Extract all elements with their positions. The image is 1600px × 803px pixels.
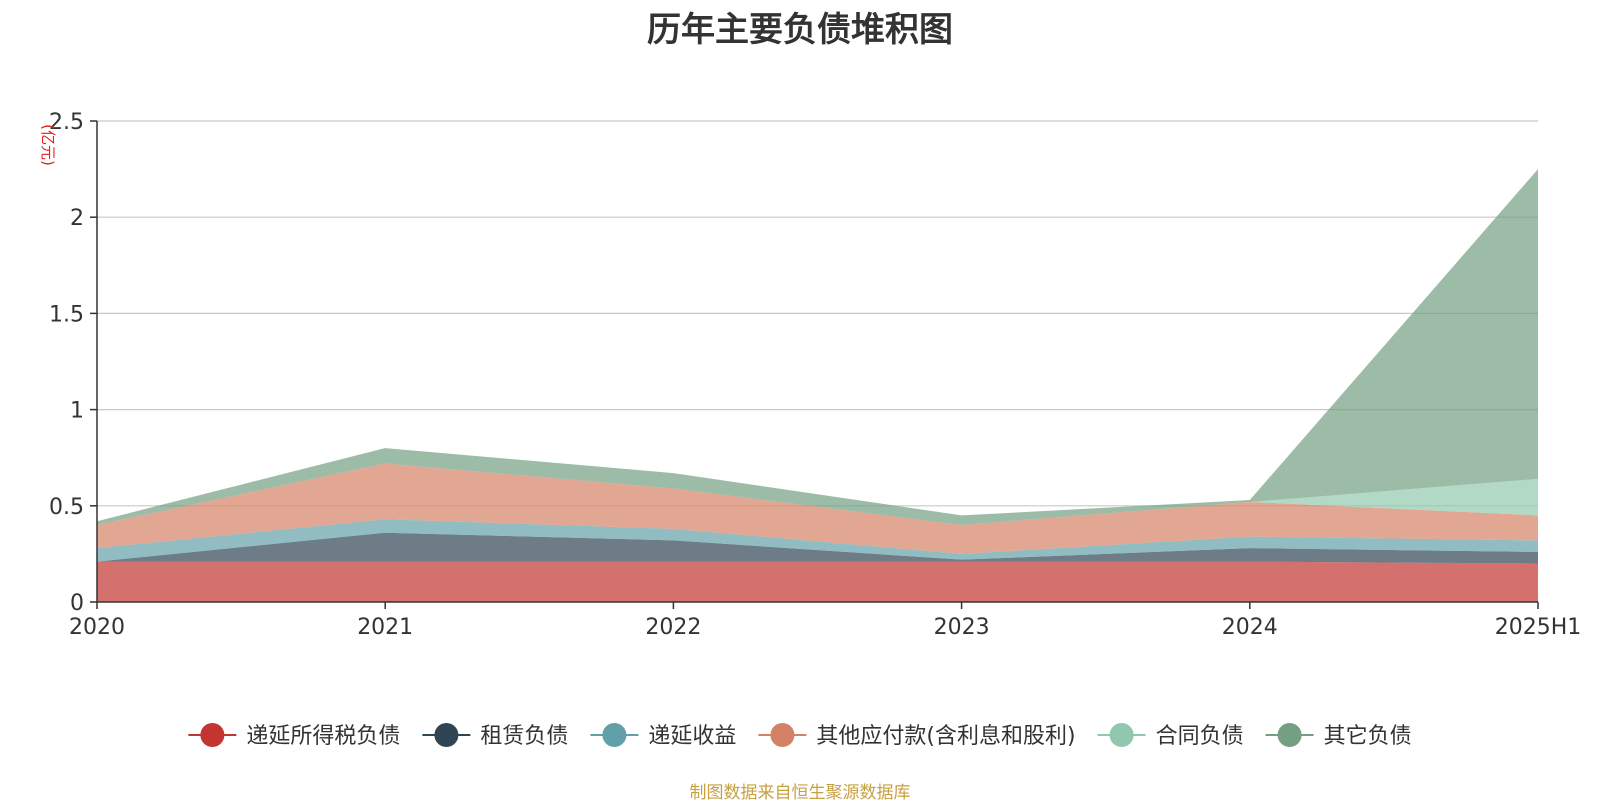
x-tick-label-3: 2023 [934, 615, 990, 640]
legend-item-5[interactable]: 其它负债 [1265, 723, 1412, 749]
y-tick-label-1: 0.5 [49, 495, 84, 520]
legend-marker-0 [200, 723, 225, 747]
legend[interactable]: 递延所得税负债 租赁负债 递延收益 其他应付款(含利息和股利) 合同负债 其它负债 [188, 723, 1412, 749]
legend-item-4[interactable]: 合同负债 [1097, 723, 1244, 749]
legend-item-0[interactable]: 递延所得税负债 [188, 723, 400, 749]
legend-label-5: 其它负债 [1324, 724, 1412, 749]
x-tick-label-0: 2020 [69, 615, 125, 640]
x-tick-label-5: 2025H1 [1495, 615, 1582, 640]
source-note: 制图数据来自恒生聚源数据库 [689, 783, 911, 803]
legend-label-2: 递延收益 [648, 724, 736, 749]
legend-marker-4 [1109, 723, 1134, 747]
legend-marker-2 [602, 723, 627, 747]
axes: 0 0.5 1 1.5 2 2.5 2020 2021 2022 2023 2024 2025H1 (亿… [39, 110, 1581, 640]
legend-label-3: 其他应付款(含利息和股利) [816, 724, 1075, 749]
area-series-5 [97, 169, 1538, 526]
area-series-0 [97, 561, 1538, 602]
legend-marker-3 [770, 723, 795, 747]
legend-marker-1 [434, 723, 459, 747]
legend-item-1[interactable]: 租赁负债 [422, 723, 568, 749]
legend-label-0: 递延所得税负债 [246, 724, 400, 749]
y-tick-label-4: 2 [70, 206, 84, 231]
legend-item-2[interactable]: 递延收益 [590, 723, 736, 749]
x-tick-label-2: 2022 [645, 615, 701, 640]
area-series-2 [97, 519, 1538, 562]
x-tick-label-1: 2021 [357, 615, 413, 640]
legend-marker-5 [1277, 723, 1302, 747]
y-unit-label: (亿元) [39, 124, 57, 166]
legend-label-1: 租赁负债 [480, 724, 568, 749]
area-layer [97, 169, 1538, 602]
area-series-1 [97, 532, 1538, 564]
y-tick-label-3: 1.5 [49, 302, 84, 327]
x-tick-label-4: 2024 [1222, 615, 1278, 640]
area-series-3 [97, 463, 1538, 554]
legend-label-4: 合同负债 [1156, 724, 1244, 749]
y-tick-label-2: 1 [70, 399, 84, 424]
y-tick-label-0: 0 [70, 591, 84, 616]
y-tick-label-5: 2.5 [49, 110, 84, 135]
legend-item-3[interactable]: 其他应付款(含利息和股利) [758, 723, 1076, 749]
chart-title: 历年主要负债堆积图 [647, 10, 953, 50]
